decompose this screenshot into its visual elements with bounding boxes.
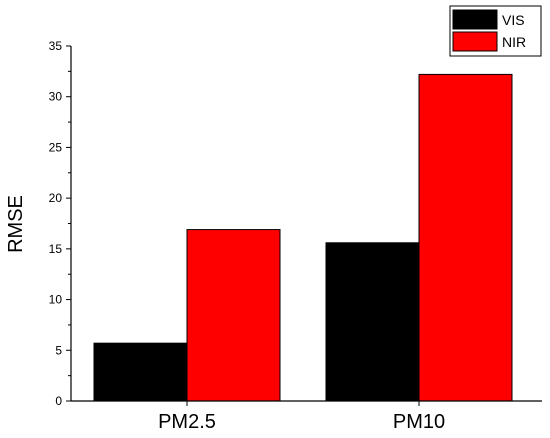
y-tick-label: 20 — [49, 191, 63, 205]
bar-vis-pm25 — [93, 342, 188, 402]
x-tick-label: PM10 — [393, 411, 445, 433]
y-tick-label: 15 — [49, 242, 63, 256]
y-tick-label: 0 — [55, 394, 62, 408]
legend-label-vis: VIS — [502, 12, 525, 28]
x-tick-label: PM2.5 — [158, 411, 216, 433]
axes-layer: PM2.5 PM10 0 5 10 15 20 25 30 35 — [49, 39, 542, 433]
y-tick-label: 35 — [49, 39, 63, 53]
bar-nir-pm10 — [418, 73, 513, 402]
y-tick-label: 10 — [49, 293, 63, 307]
bars-layer — [93, 73, 513, 402]
bar-vis-pm10 — [325, 242, 420, 402]
legend-label-nir: NIR — [502, 34, 526, 50]
legend-swatch-nir — [452, 31, 498, 52]
y-tick-label: 25 — [49, 140, 63, 154]
bar-nir-pm25 — [186, 229, 281, 402]
y-tick-label: 30 — [49, 90, 63, 104]
legend-swatch-vis — [452, 9, 498, 30]
legend: VIS NIR — [449, 5, 542, 57]
y-axis-title: RMSE — [5, 195, 27, 253]
y-tick-label: 5 — [55, 343, 62, 357]
